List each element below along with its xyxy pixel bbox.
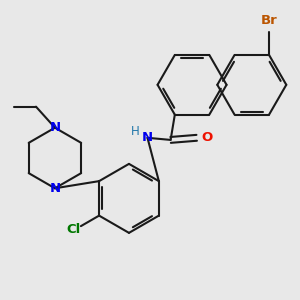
Text: O: O — [202, 131, 213, 144]
Text: H: H — [131, 125, 140, 138]
Text: N: N — [50, 121, 61, 134]
Text: Br: Br — [261, 14, 278, 27]
Text: Cl: Cl — [66, 223, 80, 236]
Text: N: N — [50, 182, 61, 195]
Text: N: N — [142, 131, 153, 144]
